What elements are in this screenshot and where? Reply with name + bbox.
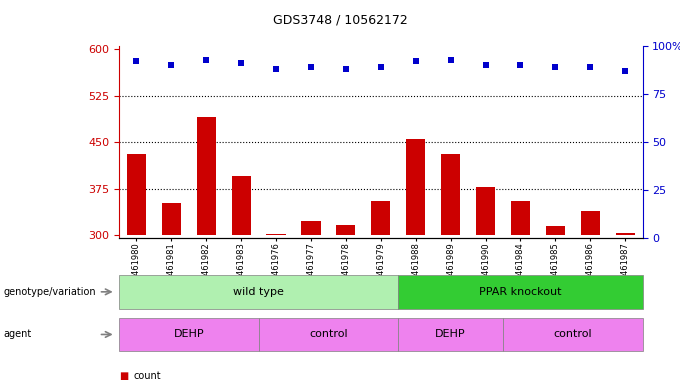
Bar	[127, 154, 146, 235]
Bar	[337, 225, 356, 235]
Point	[201, 56, 211, 63]
Bar	[615, 233, 634, 235]
Bar	[162, 203, 181, 235]
Point	[305, 64, 316, 70]
Bar	[581, 212, 600, 235]
Point	[515, 62, 526, 68]
Bar	[301, 221, 320, 235]
Bar	[511, 201, 530, 235]
Text: control: control	[554, 329, 592, 339]
Point	[445, 56, 456, 63]
Point	[131, 58, 142, 65]
Text: control: control	[309, 329, 347, 339]
Point	[480, 62, 491, 68]
Text: ■: ■	[119, 371, 129, 381]
Point	[550, 64, 561, 70]
Point	[410, 58, 421, 65]
Text: PPAR knockout: PPAR knockout	[479, 287, 562, 297]
Text: GDS3748 / 10562172: GDS3748 / 10562172	[273, 13, 407, 26]
Bar	[406, 139, 425, 235]
Bar	[371, 201, 390, 235]
Bar	[267, 234, 286, 235]
Point	[166, 62, 177, 68]
Bar	[232, 176, 251, 235]
Point	[341, 66, 352, 72]
Text: DEHP: DEHP	[173, 329, 204, 339]
Text: agent: agent	[3, 329, 32, 339]
Point	[271, 66, 282, 72]
Text: count: count	[134, 371, 162, 381]
Bar	[476, 187, 495, 235]
Text: wild type: wild type	[233, 287, 284, 297]
Bar	[197, 117, 216, 235]
Bar	[546, 226, 565, 235]
Point	[236, 60, 247, 66]
Point	[619, 68, 630, 74]
Bar	[441, 154, 460, 235]
Text: DEHP: DEHP	[435, 329, 466, 339]
Point	[375, 64, 386, 70]
Point	[585, 64, 596, 70]
Text: genotype/variation: genotype/variation	[3, 287, 96, 297]
